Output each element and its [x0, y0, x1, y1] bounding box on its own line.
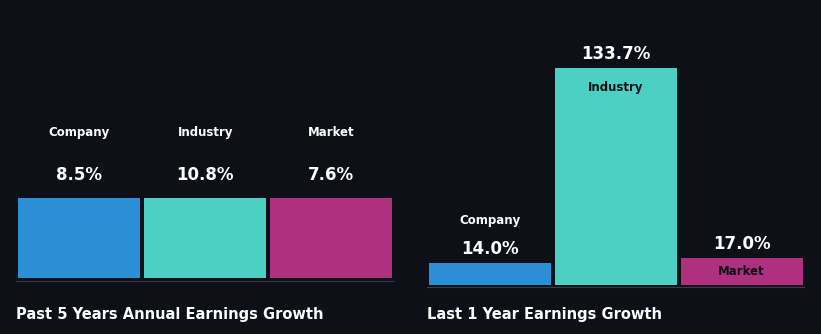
- Text: Company: Company: [48, 126, 110, 139]
- Text: Market: Market: [308, 126, 355, 139]
- Text: 8.5%: 8.5%: [57, 166, 103, 183]
- Text: 17.0%: 17.0%: [713, 235, 770, 253]
- Text: Industry: Industry: [177, 126, 233, 139]
- Text: Last 1 Year Earnings Growth: Last 1 Year Earnings Growth: [427, 307, 662, 322]
- Text: 10.8%: 10.8%: [177, 166, 234, 183]
- Bar: [270, 198, 392, 278]
- Bar: [681, 258, 803, 286]
- Text: Past 5 Years Annual Earnings Growth: Past 5 Years Annual Earnings Growth: [16, 307, 324, 322]
- Text: Market: Market: [718, 265, 765, 278]
- Bar: [555, 68, 677, 286]
- Text: Industry: Industry: [588, 81, 644, 94]
- Bar: [144, 198, 266, 278]
- Text: Company: Company: [459, 214, 521, 227]
- Text: 7.6%: 7.6%: [308, 166, 354, 183]
- Bar: [429, 263, 551, 286]
- Bar: [18, 198, 140, 278]
- Text: 14.0%: 14.0%: [461, 239, 519, 258]
- Text: 133.7%: 133.7%: [581, 45, 650, 63]
